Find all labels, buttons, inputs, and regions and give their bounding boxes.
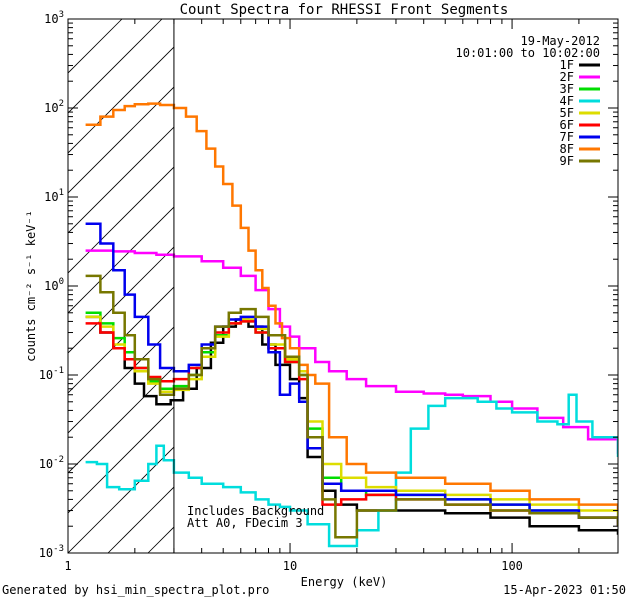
x-tick-labels: 1 10 100 [64,559,523,573]
y-tick-label: 10-1 [39,366,64,382]
annotation-background: Includes Background [187,504,324,518]
timestamp-text: 15-Apr-2023 01:50 [503,583,626,597]
legend-label-4F: 4F [560,94,574,108]
hatch-line [508,19,640,553]
series-9F [85,274,618,539]
hatch-line [68,406,174,514]
y-tick-label: 101 [44,188,64,204]
legend-label-9F: 9F [560,154,574,168]
hatch-line [68,86,174,194]
hatch-line [68,126,174,234]
y-tick-label: 102 [44,99,64,115]
hatch-line [268,19,640,553]
hatch-line [68,46,174,154]
hatch-line [308,19,640,553]
series-4F [85,393,618,548]
x-tick-label: 100 [501,559,523,573]
generated-by-text: Generated by hsi_min_spectra_plot.pro [2,583,269,597]
y-tick-label: 10-2 [39,455,64,471]
x-tick-label: 1 [64,559,71,573]
hatch-line [228,19,640,553]
series-2F [85,249,618,454]
hatch-line [388,19,640,553]
date-label: 19-May-2012 [521,34,600,48]
y-tick-label: 100 [44,277,64,293]
hatch-line [68,246,174,354]
series-8F [85,102,618,511]
x-axis-label: Energy (keV) [301,575,388,589]
y-axis-label: counts cm⁻² s⁻¹ keV⁻¹ [24,210,38,362]
chart-title: Count Spectra for RHESSI Front Segments [180,2,509,18]
series-layer [85,102,618,548]
y-tick-label: 103 [44,10,64,26]
hatch-line [628,19,640,553]
legend-label-8F: 8F [560,142,574,156]
hatch-line [68,366,174,474]
annotation-attenuator: Att A0, FDecim 3 [187,516,303,530]
hatched-region [68,19,640,553]
series-7F [85,222,618,527]
legend-label-6F: 6F [560,118,574,132]
legend-label-1F: 1F [560,58,574,72]
axis-ticks [67,19,619,554]
legend-label-3F: 3F [560,82,574,96]
hatch-line [68,206,174,314]
legend-label-2F: 2F [560,70,574,84]
series-1F [85,315,618,535]
y-tick-label: 10-3 [39,544,64,560]
y-tick-labels: 10-3 10-2 10-1 100 101 102 103 [39,10,64,560]
legend-label-5F: 5F [560,106,574,120]
plot-frame [67,18,619,554]
legend-label-7F: 7F [560,130,574,144]
time-range-label: 10:01:00 to 10:02:00 [456,46,601,60]
x-tick-label: 10 [283,559,297,573]
